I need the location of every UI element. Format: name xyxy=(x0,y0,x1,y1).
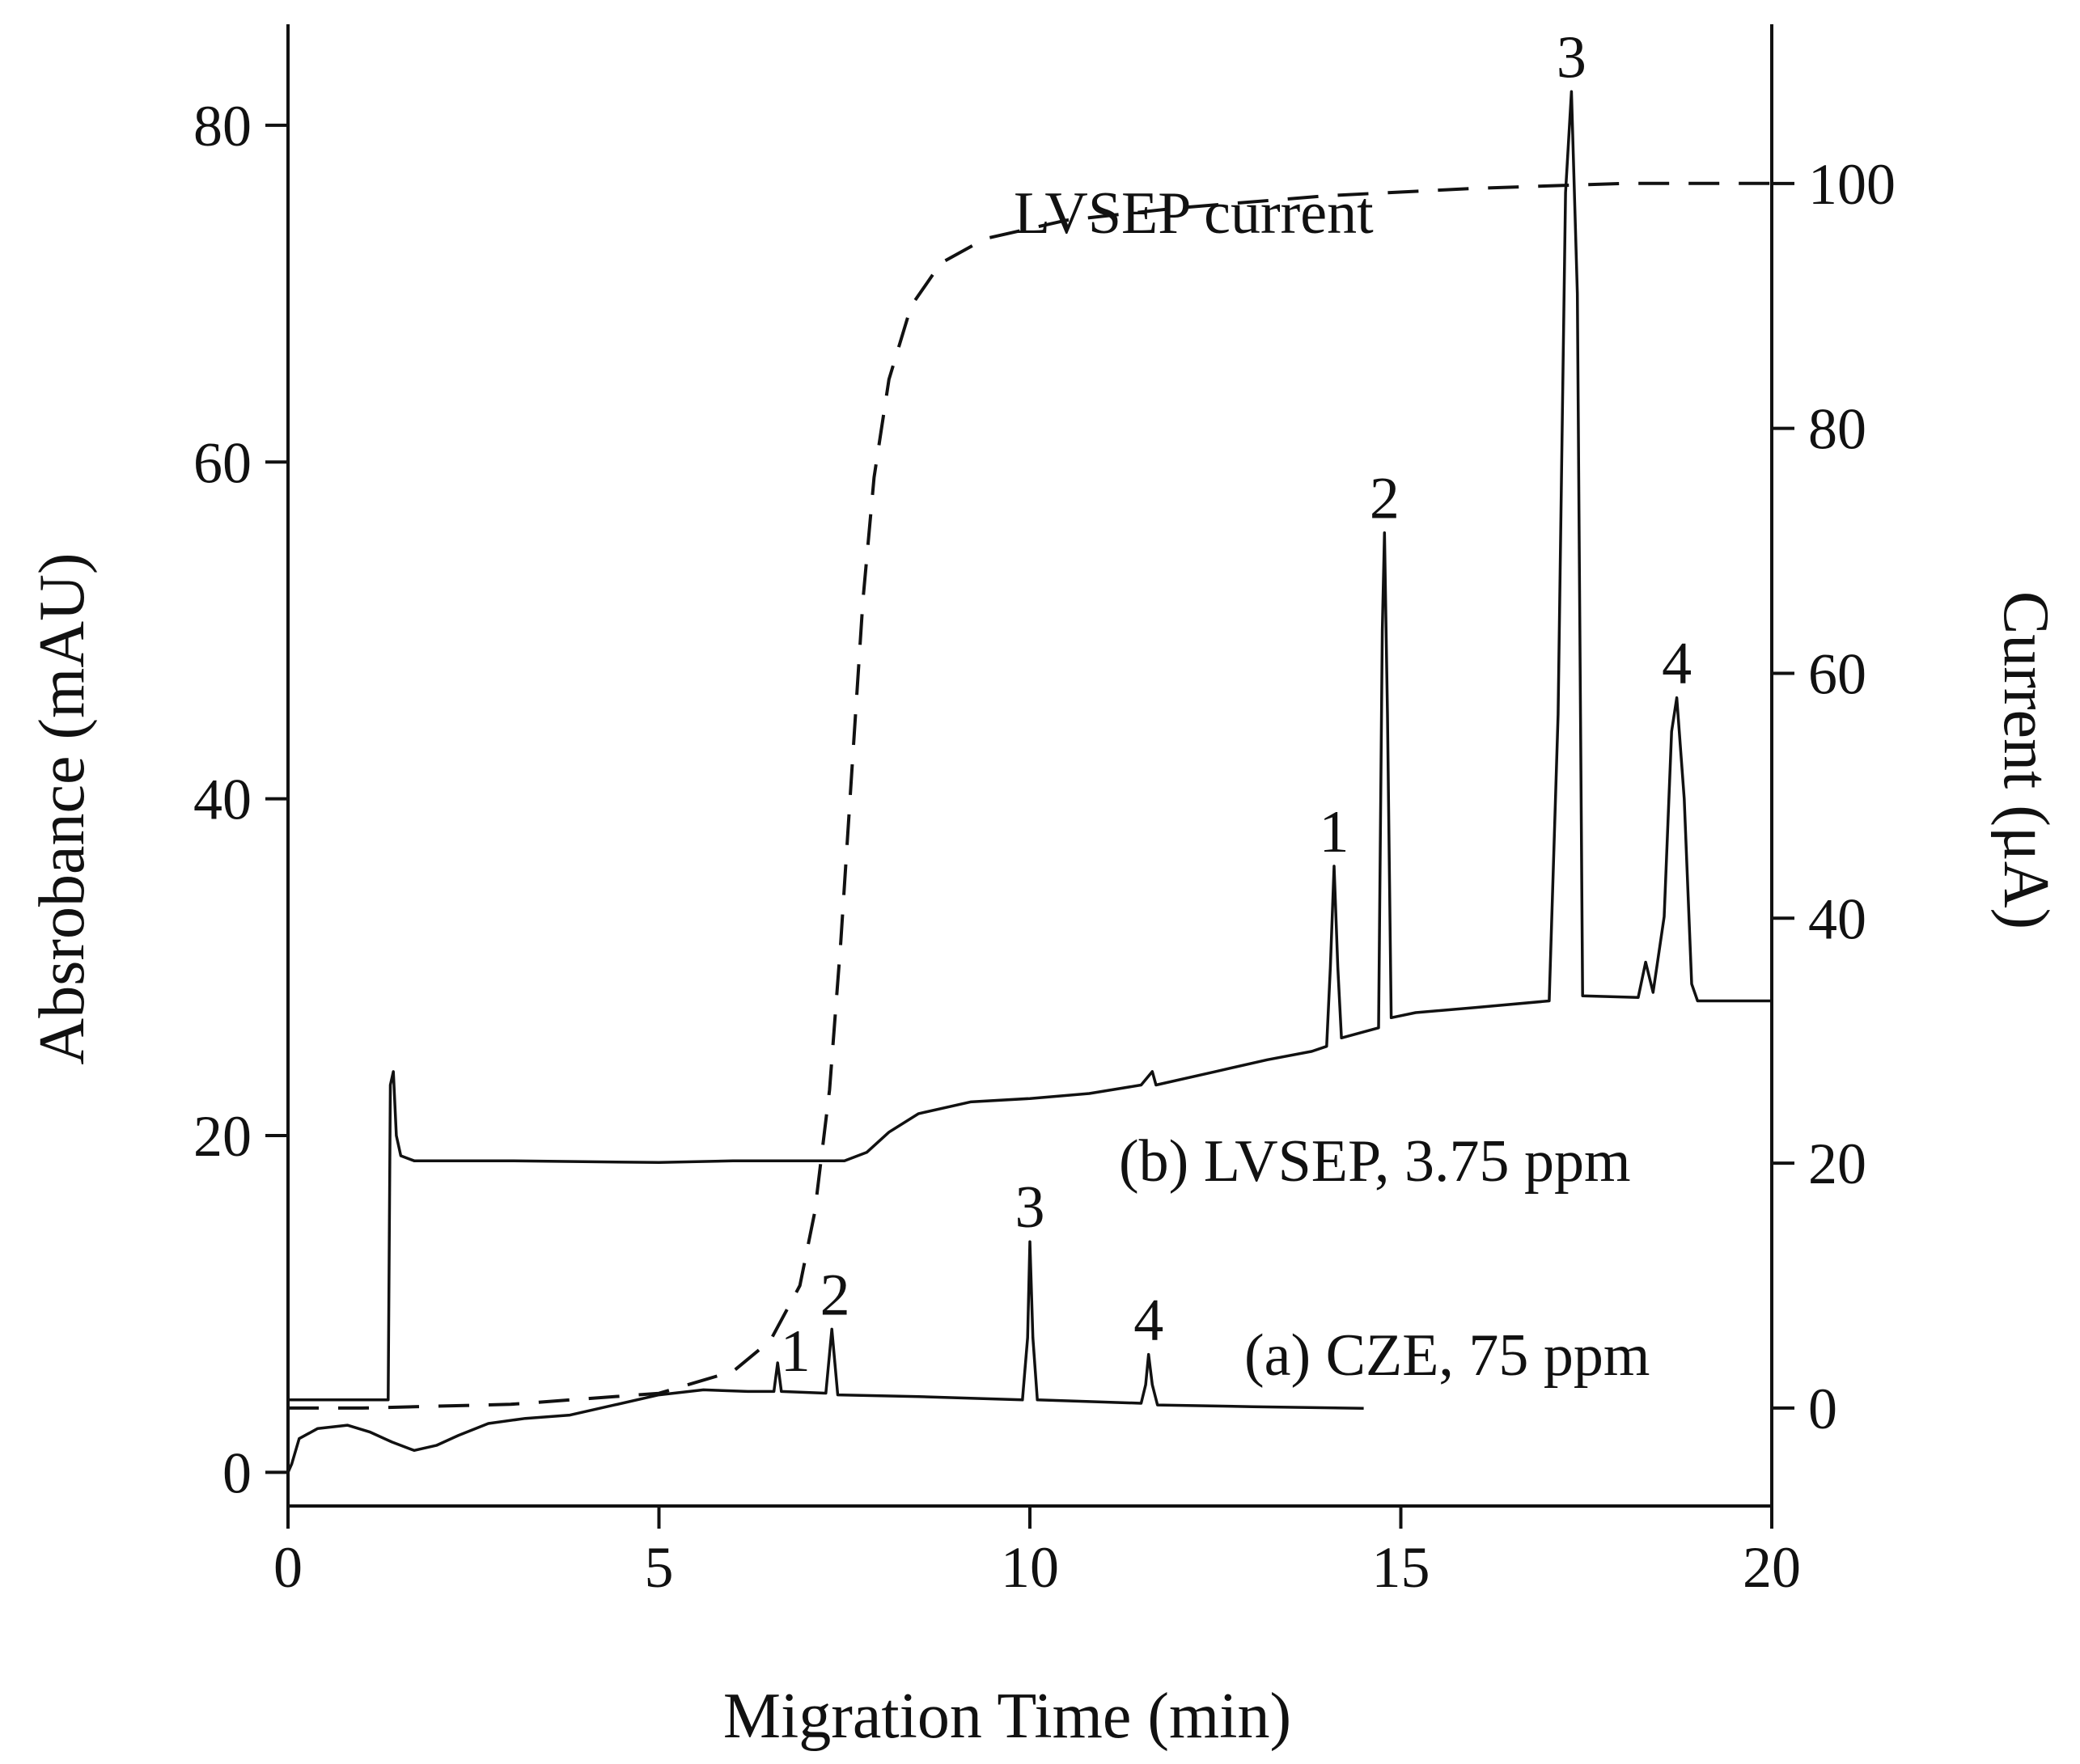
annotation-cze: (a) CZE, 75 ppm xyxy=(1244,1322,1650,1389)
cze-trace xyxy=(286,1240,1364,1474)
x-axis-ticks: 0 5 10 15 20 xyxy=(273,1506,1801,1600)
right-y-tick-label: 0 xyxy=(1808,1377,1837,1441)
peak-label-cze-2: 2 xyxy=(820,1262,850,1328)
right-y-tick-label: 100 xyxy=(1808,152,1896,217)
peak-label-lvsep-2: 2 xyxy=(1370,466,1400,532)
lvsep-trace xyxy=(288,90,1772,1402)
x-tick-label: 10 xyxy=(1001,1535,1059,1600)
left-y-tick-label: 40 xyxy=(193,768,252,832)
right-y-tick-label: 60 xyxy=(1808,641,1866,706)
peak-label-cze-3: 3 xyxy=(1015,1174,1045,1241)
left-y-axis-ticks: 0 20 40 60 80 xyxy=(193,94,288,1505)
peak-label-lvsep-1: 1 xyxy=(1319,799,1349,865)
x-tick-label: 5 xyxy=(645,1535,674,1600)
x-tick-label: 20 xyxy=(1743,1535,1801,1600)
peak-label-lvsep-3: 3 xyxy=(1557,24,1586,91)
right-y-tick-label: 40 xyxy=(1808,886,1866,951)
x-tick-label: 15 xyxy=(1372,1535,1430,1600)
peak-label-lvsep-4: 4 xyxy=(1662,631,1692,697)
right-y-axis-ticks: 0 20 40 60 80 100 xyxy=(1772,152,1896,1441)
peak-label-cze-4: 4 xyxy=(1133,1288,1163,1354)
right-y-tick-label: 20 xyxy=(1808,1132,1866,1196)
left-y-tick-label: 80 xyxy=(193,94,252,159)
lvsep-current-trace xyxy=(288,181,1772,1410)
left-y-tick-label: 60 xyxy=(193,430,252,495)
x-tick-label: 0 xyxy=(273,1535,303,1600)
x-axis-title: Migration Time (min) xyxy=(723,1681,1291,1752)
left-y-tick-label: 20 xyxy=(193,1104,252,1169)
annotation-lvsep-current: LVSEP current xyxy=(1014,180,1374,247)
left-y-tick-label: 0 xyxy=(222,1440,252,1505)
peak-label-cze-1: 1 xyxy=(781,1318,811,1385)
series-group xyxy=(286,90,1772,1474)
right-y-tick-label: 80 xyxy=(1808,397,1866,462)
left-y-axis-title: Absrobance (mAU) xyxy=(27,552,98,1064)
right-y-axis-title: Current (μA) xyxy=(1990,591,2061,929)
annotation-lvsep: (b) LVSEP, 3.75 ppm xyxy=(1119,1128,1631,1195)
